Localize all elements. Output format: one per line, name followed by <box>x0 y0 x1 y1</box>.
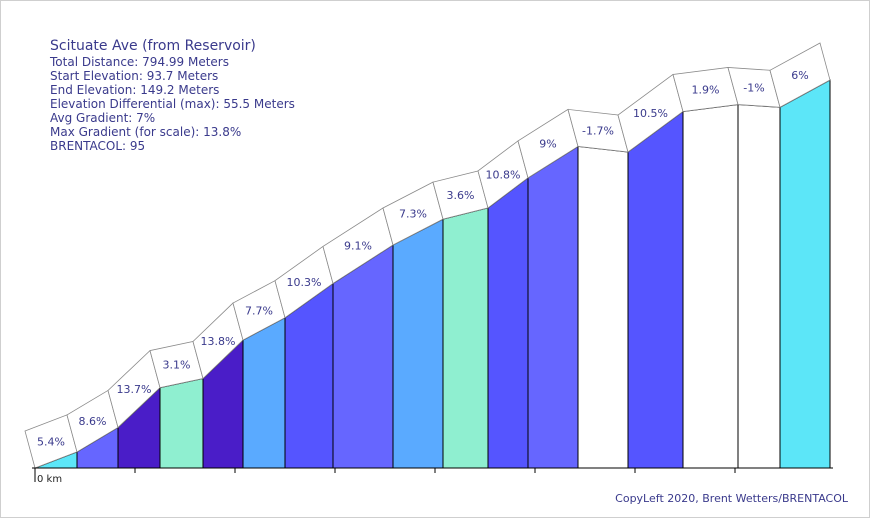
grade-label: 9% <box>539 138 556 151</box>
segment-bar <box>577 145 629 469</box>
grade-label: -1.7% <box>582 125 614 138</box>
grade-label: 8.6% <box>79 415 107 428</box>
grade-label: 13.7% <box>117 383 152 396</box>
grade-label: 1.9% <box>692 83 720 96</box>
total-distance: Total Distance: 794.99 Meters <box>50 55 229 69</box>
grade-label-band <box>769 42 831 108</box>
grade-label: 3.6% <box>447 189 475 202</box>
segment-bar <box>332 244 394 469</box>
route-info-block: Scituate Ave (from Reservoir) Total Dist… <box>50 37 295 153</box>
end-elevation: End Elevation: 149.2 Meters <box>50 83 220 97</box>
segment-bar <box>682 103 739 469</box>
segment-bar <box>159 377 204 469</box>
segment-bar <box>487 176 529 469</box>
brentacol-score: BRENTACOL: 95 <box>50 139 146 153</box>
avg-gradient: Avg Gradient: 7% <box>50 111 156 125</box>
grade-label: 6% <box>791 69 808 82</box>
segment-bar <box>392 218 444 469</box>
segment-bar <box>527 145 579 469</box>
grade-label: 7.3% <box>399 208 427 221</box>
grade-label: 5.4% <box>37 435 65 448</box>
segment-bar <box>737 103 781 469</box>
grade-label: 13.8% <box>201 335 236 348</box>
elevation-differential: Elevation Differential (max): 55.5 Meter… <box>50 97 295 111</box>
grade-label: 10.8% <box>486 168 521 181</box>
grade-label: 7.7% <box>245 304 273 317</box>
grade-label: 10.5% <box>633 107 668 120</box>
x-tick-label: 0 km <box>37 474 62 485</box>
segment-bar <box>442 207 489 469</box>
copyleft-credit: CopyLeft 2020, Brent Wetters/BRENTACOL <box>615 492 848 505</box>
grade-label: 3.1% <box>163 359 191 372</box>
segment-bar <box>779 79 831 469</box>
grade-label: 9.1% <box>344 240 372 253</box>
grade-label: 10.3% <box>287 276 322 289</box>
max-gradient: Max Gradient (for scale): 13.8% <box>50 125 242 139</box>
segment-bar <box>242 316 286 469</box>
segment-bar <box>627 110 684 469</box>
start-elevation: Start Elevation: 93.7 Meters <box>50 69 219 83</box>
grade-label: -1% <box>743 81 764 94</box>
route-title: Scituate Ave (from Reservoir) <box>50 38 256 54</box>
